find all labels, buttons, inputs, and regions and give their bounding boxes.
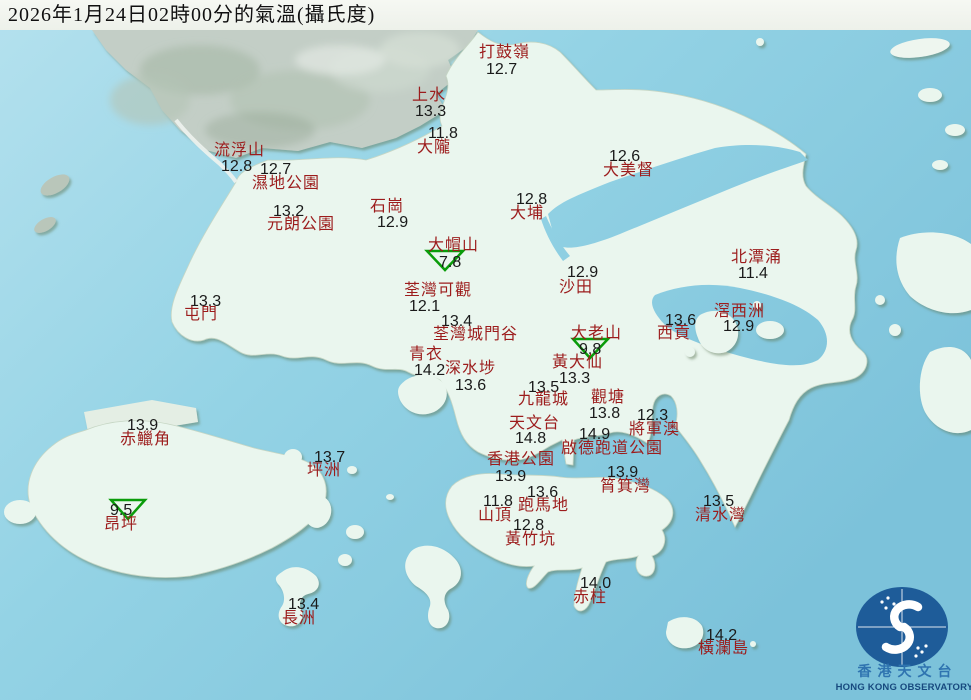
hko-logo: 香港天文台 HONG KONG OBSERVATORY: [836, 580, 971, 700]
water-tolo-harbour: [548, 145, 808, 248]
land-waglan-island: [750, 641, 756, 647]
shenzhen-river: [174, 118, 238, 184]
land-lamma-island: [405, 545, 461, 629]
land-po-toi: [666, 617, 704, 649]
deep-bay-islands: [34, 174, 70, 233]
land-tsing-yi: [398, 375, 447, 415]
land-hei-ling-chau: [304, 496, 332, 528]
land-east-islands-north: [896, 232, 971, 314]
map-title: 2026年1月24日02時00分的氣溫(攝氏度): [0, 0, 971, 30]
hko-emblem-icon: [856, 587, 948, 667]
land-peng-chau: [284, 449, 302, 465]
hko-logo-chinese-name: 香港天文台: [857, 665, 958, 680]
land-east-islands-south: [919, 346, 971, 434]
land-mirs-bay-islets: [890, 38, 950, 58]
port-shelter-islands: [685, 301, 784, 357]
land-lantau-island: [27, 420, 327, 578]
water-shing-mun-channel: [541, 216, 570, 261]
hko-logo-english-name: HONG KONG OBSERVATORY: [835, 682, 971, 693]
water-port-shelter: [652, 284, 827, 366]
water-inlets: [541, 145, 827, 366]
land-kau-sai-chau: [695, 310, 739, 354]
land-tai-o: [4, 500, 36, 524]
land-hong-kong-island: [445, 473, 674, 612]
land-cheung-chau: [275, 567, 319, 627]
shenzhen-texture: [110, 32, 460, 148]
